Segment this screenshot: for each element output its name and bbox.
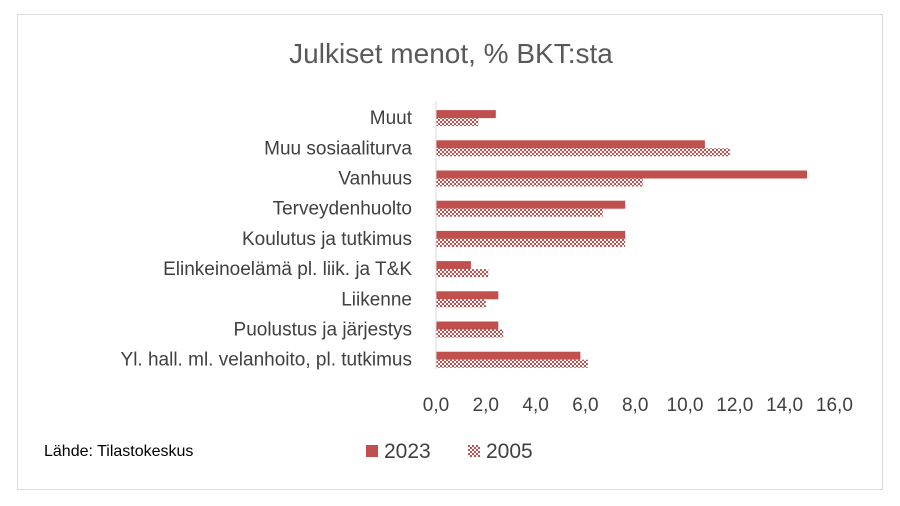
bar-2023-liikenne: [436, 291, 499, 300]
bar-2005-liikenne: [436, 299, 486, 308]
x-tick-label: 16,0: [816, 395, 853, 416]
x-tick-label: 8,0: [622, 395, 648, 416]
bar-2023-puolustus-ja-j-rjestys: [436, 321, 499, 330]
x-tick-label: 10,0: [667, 395, 704, 416]
bar-2005-koulutus-ja-tutkimus: [436, 238, 626, 247]
category-label: Koulutus ja tutkimus: [242, 229, 412, 250]
source-note: Lähde: Tilastokeskus: [44, 443, 193, 460]
chart: Julkiset menot, % BKT:sta Muut Muu sosiaa…: [44, 38, 853, 463]
chart-frame: Julkiset menot, % BKT:sta Muut Muu sosiaa…: [17, 14, 883, 490]
bar-2005-vanhuus: [436, 178, 643, 187]
x-tick-label: 14,0: [766, 395, 803, 416]
bar-2005-puolustus-ja-j-rjestys: [436, 329, 504, 338]
x-tick-label: 4,0: [522, 395, 548, 416]
category-label: Yl. hall. ml. velanhoito, pl. tutkimus: [121, 350, 412, 371]
bar-2005-terveydenhuolto: [436, 208, 603, 217]
category-labels: Muut Muu sosiaaliturva Vanhuus Terveydenhuo…: [121, 108, 413, 371]
bar-2023-terveydenhuolto: [436, 200, 626, 209]
x-tick-label: 2,0: [473, 395, 499, 416]
bar-2005-muu-sosiaaliturva: [436, 148, 730, 157]
x-axis-ticks: 0,0 2,0 4,0 6,0 8,0 10,0 12,0 14,0 16,0: [423, 395, 853, 416]
category-label: Liikenne: [341, 289, 412, 310]
category-label: Terveydenhuolto: [273, 199, 412, 220]
bar-2023-koulutus-ja-tutkimus: [436, 230, 626, 239]
chart-title: Julkiset menot, % BKT:sta: [289, 38, 613, 69]
category-label: Puolustus ja järjestys: [234, 320, 412, 341]
bar-2023-muut: [436, 110, 496, 119]
x-tick-label: 0,0: [423, 395, 449, 416]
legend-label-2005: 2005: [486, 440, 533, 463]
bar-2023-elinkeinoel-m-pl-liik-ja-t-k: [436, 261, 471, 270]
bar-2005-yl-hall-ml-velanhoito-pl-tutkimus: [436, 359, 588, 368]
category-label: Muu sosiaaliturva: [264, 138, 412, 159]
category-label: Vanhuus: [338, 169, 412, 190]
legend: 2023 2005: [366, 440, 533, 463]
category-label: Elinkeinoelämä pl. liik. ja T&K: [163, 259, 412, 280]
category-label: Muut: [370, 108, 413, 129]
x-tick-label: 12,0: [716, 395, 753, 416]
bar-2023-vanhuus: [436, 170, 807, 179]
bar-2005-muut: [436, 118, 479, 127]
bar-2005-elinkeinoel-m-pl-liik-ja-t-k: [436, 269, 489, 278]
bar-2023-muu-sosiaaliturva: [436, 140, 705, 149]
legend-label-2023: 2023: [384, 440, 431, 463]
x-tick-label: 6,0: [572, 395, 598, 416]
legend-swatch-2005: [468, 445, 480, 457]
bars: [436, 110, 807, 368]
bar-2023-yl-hall-ml-velanhoito-pl-tutkimus: [436, 351, 581, 360]
legend-swatch-2023: [366, 445, 378, 457]
